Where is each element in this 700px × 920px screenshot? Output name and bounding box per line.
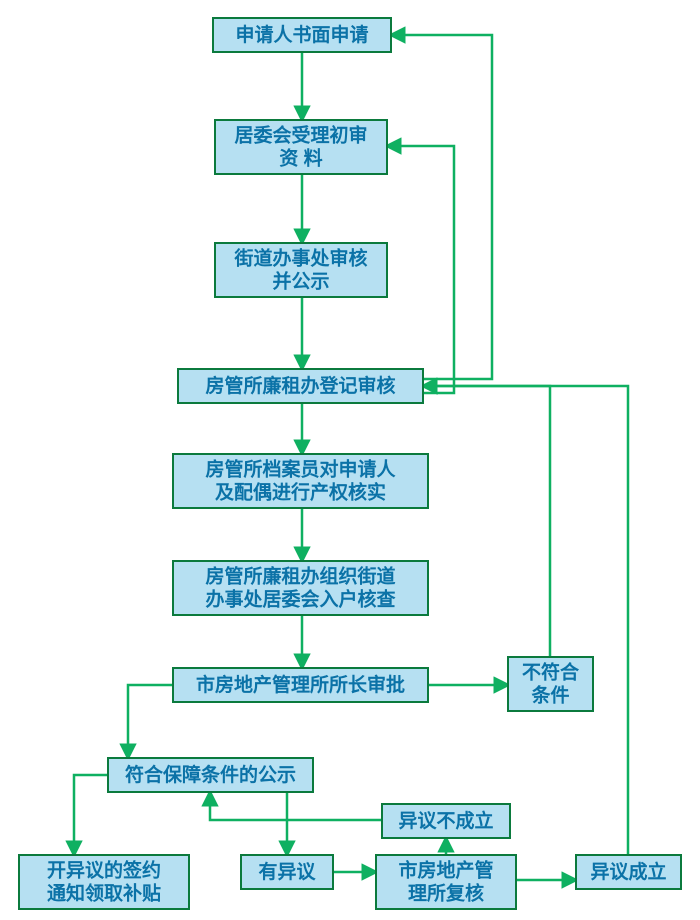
node-label: 街道办事处审核 bbox=[233, 247, 367, 270]
node-label: 房管所廉租办组织街道 bbox=[205, 565, 395, 588]
node-label: 条件 bbox=[531, 684, 569, 707]
node-label: 异议不成立 bbox=[398, 809, 493, 832]
flowchart-canvas: 申请人书面申请居委会受理初审资 料街道办事处审核并公示房管所廉租办登记审核房管所… bbox=[0, 0, 700, 920]
node-label: 房管所廉租办登记审核 bbox=[205, 374, 395, 397]
flow-node-n9: 符合保障条件的公示 bbox=[108, 758, 313, 792]
flow-node-n2: 居委会受理初审资 料 bbox=[215, 120, 387, 174]
flow-node-n6: 房管所廉租办组织街道办事处居委会入户核查 bbox=[173, 561, 428, 615]
edge bbox=[423, 386, 628, 855]
flow-node-n8: 不符合条件 bbox=[508, 657, 593, 711]
nodes-layer: 申请人书面申请居委会受理初审资 料街道办事处审核并公示房管所廉租办登记审核房管所… bbox=[19, 18, 681, 909]
node-label: 异议成立 bbox=[590, 860, 666, 883]
node-label: 有异议 bbox=[258, 860, 316, 883]
flow-node-n4: 房管所廉租办登记审核 bbox=[178, 369, 423, 403]
flow-node-n1: 申请人书面申请 bbox=[213, 18, 391, 52]
node-label: 居委会受理初审 bbox=[234, 124, 367, 147]
flow-node-n7: 市房地产管理所所长审批 bbox=[173, 668, 428, 702]
edge bbox=[128, 685, 173, 758]
node-label: 通知领取补贴 bbox=[47, 882, 161, 905]
edge bbox=[391, 35, 492, 379]
node-label: 理所复核 bbox=[408, 882, 484, 905]
node-label: 办事处居委会入户核查 bbox=[205, 588, 396, 611]
edge bbox=[210, 792, 382, 820]
node-label: 不符合 bbox=[522, 661, 580, 684]
flow-node-n13: 异议不成立 bbox=[382, 804, 510, 838]
node-label: 并公示 bbox=[272, 270, 329, 293]
node-label: 市房地产管 bbox=[398, 859, 493, 882]
node-label: 开异议的签约 bbox=[47, 859, 161, 882]
edge bbox=[74, 775, 108, 855]
node-label: 房管所档案员对申请人 bbox=[205, 458, 396, 481]
node-label: 申请人书面申请 bbox=[235, 23, 368, 46]
flow-node-n10: 开异议的签约通知领取补贴 bbox=[19, 855, 189, 909]
node-label: 及配偶进行产权核实 bbox=[215, 481, 386, 504]
edge bbox=[423, 386, 550, 657]
node-label: 市房地产管理所所长审批 bbox=[196, 673, 405, 696]
node-label: 资 料 bbox=[279, 147, 322, 170]
flow-node-n12: 市房地产管理所复核 bbox=[376, 855, 516, 909]
flow-node-n14: 异议成立 bbox=[576, 855, 681, 889]
node-label: 符合保障条件的公示 bbox=[125, 763, 296, 786]
flow-node-n11: 有异议 bbox=[241, 855, 333, 889]
flow-node-n5: 房管所档案员对申请人及配偶进行产权核实 bbox=[173, 454, 428, 508]
edge bbox=[387, 146, 454, 393]
flow-node-n3: 街道办事处审核并公示 bbox=[215, 243, 387, 297]
